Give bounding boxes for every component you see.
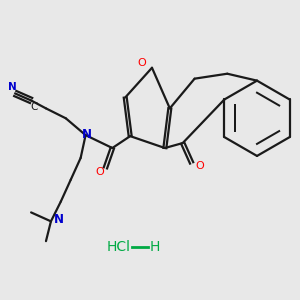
Text: HCl: HCl — [106, 240, 130, 254]
Text: O: O — [195, 161, 204, 171]
Text: H: H — [150, 240, 160, 254]
Text: N: N — [54, 213, 64, 226]
Text: O: O — [95, 167, 104, 177]
Text: C: C — [30, 102, 38, 112]
Text: N: N — [82, 128, 92, 141]
Text: O: O — [138, 58, 146, 68]
Text: N: N — [8, 82, 17, 92]
